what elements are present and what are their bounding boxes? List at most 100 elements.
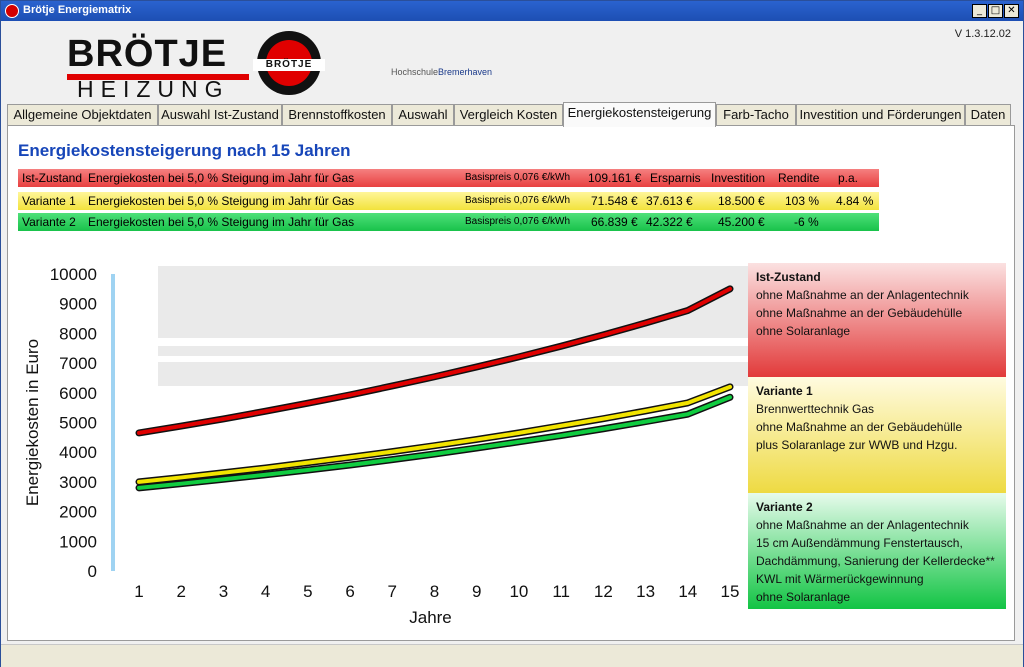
y-axis-title: Energiekosten in Euro bbox=[23, 339, 42, 506]
tab-daten[interactable]: Daten bbox=[965, 104, 1011, 125]
tab-energiekostensteigerung[interactable]: Energiekostensteigerung bbox=[563, 102, 716, 127]
row-cost: 109.161 € bbox=[588, 171, 642, 185]
summary-row-ist-zustand: Ist-Zustand Energiekosten bei 5,0 % Stei… bbox=[18, 169, 879, 187]
legend-line: ohne Solaranlage bbox=[756, 590, 851, 604]
row-pa: 4.84 % bbox=[836, 194, 874, 208]
logo-disc-text: BRÖTJE bbox=[253, 59, 325, 71]
x-tick-label: 13 bbox=[636, 582, 655, 601]
series-line-variante-1 bbox=[137, 384, 732, 484]
x-tick-label: 15 bbox=[721, 582, 740, 601]
brand-watermark bbox=[158, 266, 758, 386]
x-tick-label: 12 bbox=[594, 582, 613, 601]
legend-line: Brennwerttechnik Gas bbox=[756, 402, 875, 416]
tab-farb-tacho[interactable]: Farb-Tacho bbox=[716, 104, 796, 125]
version-label: V 1.3.12.02 bbox=[954, 28, 1011, 40]
hochschule-prefix: Hochschule bbox=[391, 67, 439, 77]
row-description: Energiekosten bei 5,0 % Steigung im Jahr… bbox=[88, 194, 355, 208]
legend-line: ohne Maßnahme an der Gebäudehülle bbox=[756, 306, 963, 320]
row-investment: 45.200 € bbox=[718, 215, 765, 229]
logo-word-heizung: HEIZUNG bbox=[77, 76, 230, 102]
tab-investition-und-foerderungen[interactable]: Investition und Förderungen bbox=[796, 104, 965, 125]
window-title: Brötje Energiematrix bbox=[23, 4, 132, 16]
row-name: Variante 2 bbox=[22, 215, 76, 229]
x-tick-label: 5 bbox=[303, 582, 312, 601]
row-savings: 37.613 € bbox=[646, 194, 693, 208]
x-tick-label: 4 bbox=[261, 582, 270, 601]
x-tick-label: 9 bbox=[472, 582, 481, 601]
legend-line: ohne Maßnahme an der Anlagentechnik bbox=[756, 288, 969, 302]
row-savings: Ersparnis bbox=[650, 171, 701, 185]
legend-card-variante-2: Variante 2 ohne Maßnahme an der Anlagent… bbox=[748, 493, 1006, 609]
x-tick-label: 1 bbox=[134, 582, 143, 601]
x-tick-label: 3 bbox=[219, 582, 228, 601]
tab-brennstoffkosten[interactable]: Brennstoffkosten bbox=[282, 104, 392, 125]
y-tick-label: 3000 bbox=[59, 473, 97, 492]
x-tick-label: 2 bbox=[176, 582, 185, 601]
maximize-button[interactable]: □ bbox=[988, 4, 1003, 18]
tab-vergleich-kosten[interactable]: Vergleich Kosten bbox=[454, 104, 563, 125]
row-savings: 42.322 € bbox=[646, 215, 693, 229]
x-tick-label: 6 bbox=[345, 582, 354, 601]
logo-word-broetje: BRÖTJE bbox=[67, 33, 228, 75]
y-tick-label: 4000 bbox=[59, 443, 97, 462]
row-pa: p.a. bbox=[838, 171, 859, 185]
tab-allgemeine-objektdaten[interactable]: Allgemeine Objektdaten bbox=[7, 104, 158, 125]
legend-card-ist-zustand: Ist-Zustand ohne Maßnahme an der Anlagen… bbox=[748, 263, 1006, 377]
hochschule-logo: HochschuleBremerhaven bbox=[391, 67, 492, 77]
series-line-ist-zustand bbox=[137, 286, 732, 435]
hochschule-name: Bremerhaven bbox=[438, 67, 493, 77]
legend-line: ohne Maßnahme an der Anlagentechnik bbox=[756, 518, 969, 532]
x-axis-title: Jahre bbox=[409, 608, 452, 627]
summary-row-variante-1: Variante 1 Energiekosten bei 5,0 % Steig… bbox=[18, 192, 879, 210]
y-tick-label: 7000 bbox=[59, 354, 97, 373]
legend-line: ohne Solaranlage bbox=[756, 324, 851, 338]
legend-card-variante-1: Variante 1 Brennwerttechnik Gas ohne Maß… bbox=[748, 377, 1006, 493]
row-cost: 66.839 € bbox=[591, 215, 638, 229]
y-tick-label: 5000 bbox=[59, 414, 97, 433]
logo-red-bar bbox=[67, 74, 249, 80]
row-cost: 71.548 € bbox=[591, 194, 638, 208]
row-investment: Investition bbox=[711, 171, 766, 185]
legend-title: Variante 1 bbox=[756, 384, 813, 398]
series-line-variante-2 bbox=[137, 395, 732, 490]
row-return: Rendite bbox=[778, 171, 820, 185]
logo-disc: BRÖTJE bbox=[253, 31, 325, 95]
row-return: -6 % bbox=[794, 215, 819, 229]
legend-line: 15 cm Außendämmung Fenstertausch, bbox=[756, 536, 963, 550]
row-name: Variante 1 bbox=[22, 194, 76, 208]
legend-line: KWL mit Wärmerückgewinnung bbox=[756, 572, 924, 586]
tab-auswahl-ist-zustand[interactable]: Auswahl Ist-Zustand bbox=[158, 104, 282, 125]
y-tick-label: 1000 bbox=[59, 532, 97, 551]
minimize-button[interactable]: _ bbox=[972, 4, 987, 18]
row-name: Ist-Zustand bbox=[22, 171, 83, 185]
row-return: 103 % bbox=[785, 194, 820, 208]
broetje-logo: BRÖTJE HEIZUNG BRÖTJE bbox=[67, 31, 327, 102]
summary-row-variante-2: Variante 2 Energiekosten bei 5,0 % Steig… bbox=[18, 213, 879, 231]
energy-cost-line-chart: 0 1000 2000 3000 4000 5000 6000 7000 8000 9000 100… bbox=[23, 265, 740, 627]
energiekosten-panel: Energiekostensteigerung nach 15 Jahren I… bbox=[7, 125, 1015, 641]
status-bar bbox=[1, 644, 1023, 667]
close-button[interactable]: ✕ bbox=[1004, 4, 1019, 18]
legend-line: Dachdämmung, Sanierung der Kellerdecke** bbox=[756, 554, 995, 568]
row-base-price: Basispreis 0,076 €/kWh bbox=[465, 195, 571, 206]
legend-title: Variante 2 bbox=[756, 500, 813, 514]
x-tick-label: 7 bbox=[388, 582, 397, 601]
y-tick-label: 9000 bbox=[59, 295, 97, 314]
app-logo-icon bbox=[5, 4, 19, 18]
series-outline-variante-1 bbox=[135, 383, 734, 486]
x-tick-label: 8 bbox=[430, 582, 439, 601]
page-title: Energiekostensteigerung nach 15 Jahren bbox=[18, 141, 351, 160]
x-tick-label: 11 bbox=[552, 582, 570, 601]
y-axis-line bbox=[111, 274, 115, 571]
row-base-price: Basispreis 0,076 €/kWh bbox=[465, 172, 571, 183]
tab-auswahl[interactable]: Auswahl bbox=[392, 104, 454, 125]
x-tick-label: 10 bbox=[509, 582, 528, 601]
row-investment: 18.500 € bbox=[718, 194, 765, 208]
row-description: Energiekosten bei 5,0 % Steigung im Jahr… bbox=[88, 171, 355, 185]
y-tick-label: 6000 bbox=[59, 384, 97, 403]
legend-line: plus Solaranlage zur WWB und Hzgu. bbox=[756, 438, 958, 452]
row-description: Energiekosten bei 5,0 % Steigung im Jahr… bbox=[88, 215, 355, 229]
y-tick-label: 2000 bbox=[59, 503, 97, 522]
legend-title: Ist-Zustand bbox=[756, 270, 821, 284]
